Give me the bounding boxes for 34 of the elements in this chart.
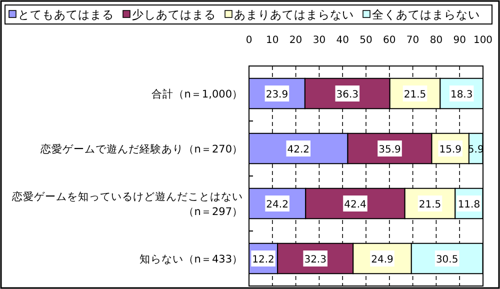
data-label: 15.9 — [439, 144, 462, 156]
data-label: 12.2 — [252, 254, 274, 266]
legend-label: 全くあてはまらない — [372, 8, 480, 22]
x-tick-label: 0 — [246, 35, 252, 46]
data-label: 42.4 — [344, 200, 366, 210]
x-tick-label: 30 — [312, 35, 326, 46]
x-tick-label: 80 — [430, 35, 443, 46]
data-label: 42.2 — [287, 144, 310, 156]
legend-label: あまりあてはまらない — [234, 8, 354, 22]
data-label: 18.3 — [450, 90, 473, 100]
x-tick-label: 70 — [406, 35, 420, 46]
y-tick-label: 知らない（n＝433） — [139, 254, 243, 266]
x-tick-label: 60 — [383, 35, 396, 46]
x-tick-label: 100 — [473, 35, 493, 46]
data-label: 21.5 — [418, 200, 442, 210]
data-label: 24.9 — [371, 254, 394, 266]
x-tick-label: 50 — [360, 35, 372, 46]
x-tick-label: 90 — [453, 35, 466, 46]
y-tick-label: 恋愛ゲームを知っているけど遊んだことはない（n＝297） — [11, 190, 243, 218]
legend-label: とてもあてはまる — [18, 8, 114, 22]
y-tick-label: 合計（n＝1,000） — [151, 88, 243, 100]
x-tick-label: 40 — [336, 35, 349, 46]
x-tick-label: 20 — [289, 35, 302, 46]
x-tick-label: 10 — [266, 35, 279, 46]
data-label: 32.3 — [304, 254, 326, 266]
data-label: 30.5 — [436, 254, 458, 266]
y-tick-label: 恋愛ゲームで遊んだ経験あり（n＝270） — [39, 142, 243, 156]
legend-label: 少しあてはまる — [132, 8, 216, 22]
data-label: 36.3 — [336, 90, 359, 100]
data-label: 23.9 — [266, 90, 288, 100]
data-label: 11.8 — [458, 200, 480, 210]
data-label: 35.9 — [378, 144, 401, 156]
data-label: 21.5 — [404, 90, 426, 100]
data-label: 24.2 — [266, 200, 288, 210]
